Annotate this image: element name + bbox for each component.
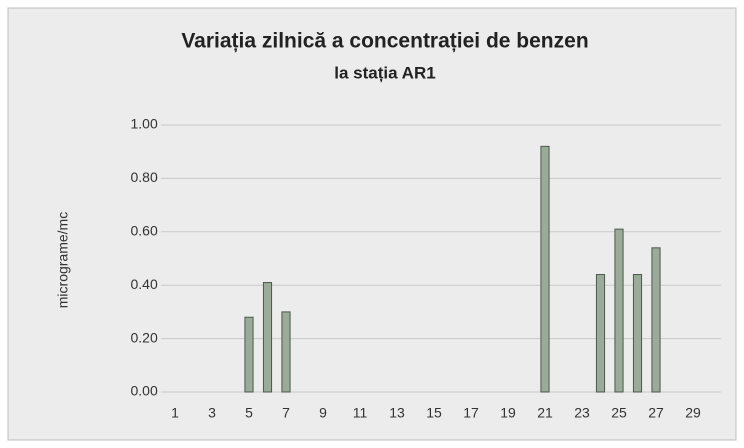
x-tick-label: 1 [171,405,179,421]
bar [540,145,550,393]
x-tick-label: 3 [208,405,216,421]
x-tick-label: 25 [611,405,627,421]
bar [632,274,643,393]
x-tick-label: 9 [319,405,327,421]
y-tick-label: 0.40 [131,276,158,292]
x-tick-label: 11 [353,405,368,421]
x-tick-label: 21 [537,405,553,421]
x-tick-label: 5 [245,405,253,421]
x-tick-label: 13 [389,405,405,421]
y-axis-label: micrograme/mc [55,212,71,308]
x-tick-label: 17 [463,405,479,421]
bar [614,228,624,393]
y-tick-label: 0.00 [131,383,158,399]
bar [595,274,606,393]
chart-subtitle: la stația AR1 [334,63,435,82]
y-tick-label: 1.00 [131,116,158,132]
bar [244,316,254,393]
x-tick-label: 7 [282,405,290,421]
y-tick-label: 0.80 [131,169,158,185]
x-tick-label: 27 [648,405,664,421]
x-tick-label: 19 [500,405,516,421]
bar [651,247,661,393]
x-tick-label: 23 [574,405,590,421]
y-tick-label: 0.20 [131,329,158,345]
x-tick-label: 15 [426,405,442,421]
chart-title: Variația zilnică a concentrației de benz… [181,30,588,53]
bar [281,311,291,393]
x-tick-label: 29 [685,405,701,421]
bar [262,282,273,393]
y-tick-label: 0.60 [131,223,158,239]
